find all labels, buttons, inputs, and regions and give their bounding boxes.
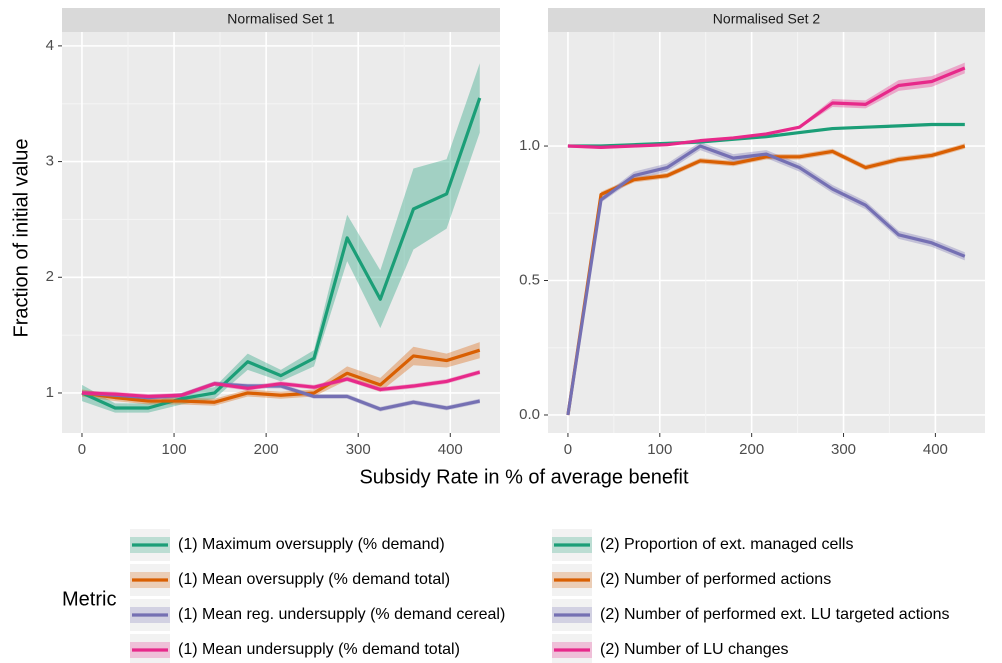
legend-label: (1) Mean oversupply (% demand total): [178, 571, 450, 588]
y-tick-label: 3: [46, 153, 54, 170]
legend-label: (2) Number of performed ext. LU targeted…: [600, 606, 950, 623]
y-tick-label: 4: [46, 37, 54, 54]
y-tick-label: 0.0: [519, 406, 540, 423]
line: [566, 144, 966, 416]
line: [81, 370, 481, 399]
panel: [62, 32, 500, 433]
x-tick-label: 200: [739, 441, 764, 458]
x-tick-label: 100: [162, 441, 187, 458]
panel-title: Normalised Set 2: [713, 11, 821, 27]
x-tick-label: 0: [78, 441, 86, 458]
x-tick-label: 300: [346, 441, 371, 458]
line: [567, 66, 966, 149]
legend-label: (1) Mean reg. undersupply (% demand cere…: [178, 606, 505, 623]
x-axis-title: Subsidy Rate in % of average benefit: [359, 466, 689, 488]
panel-title: Normalised Set 1: [227, 11, 335, 27]
y-tick-label: 2: [46, 268, 54, 285]
y-tick-label: 1: [46, 384, 54, 401]
x-tick-label: 100: [647, 441, 672, 458]
legend-label: (2) Number of performed actions: [600, 571, 831, 588]
x-tick-label: 300: [831, 441, 856, 458]
line: [81, 97, 482, 410]
legend-label: (1) Maximum oversupply (% demand): [178, 536, 445, 553]
panel: [548, 32, 985, 433]
x-tick-label: 0: [564, 441, 572, 458]
y-axis-title: Fraction of initial value: [10, 139, 32, 338]
legend-label: (2) Number of LU changes: [600, 641, 789, 658]
y-tick-label: 0.5: [519, 271, 540, 288]
line: [81, 348, 481, 404]
strip: [62, 8, 500, 32]
y-tick-label: 1.0: [519, 137, 540, 154]
legend-label: (2) Proportion of ext. managed cells: [600, 536, 853, 553]
x-tick-label: 400: [923, 441, 948, 458]
x-tick-label: 400: [438, 441, 463, 458]
legend-label: (1) Mean undersupply (% demand total): [178, 641, 460, 658]
strip: [548, 8, 985, 32]
ribbon: [81, 63, 480, 413]
x-tick-label: 200: [254, 441, 279, 458]
legend-title: Metric: [62, 588, 116, 610]
line: [566, 144, 966, 416]
